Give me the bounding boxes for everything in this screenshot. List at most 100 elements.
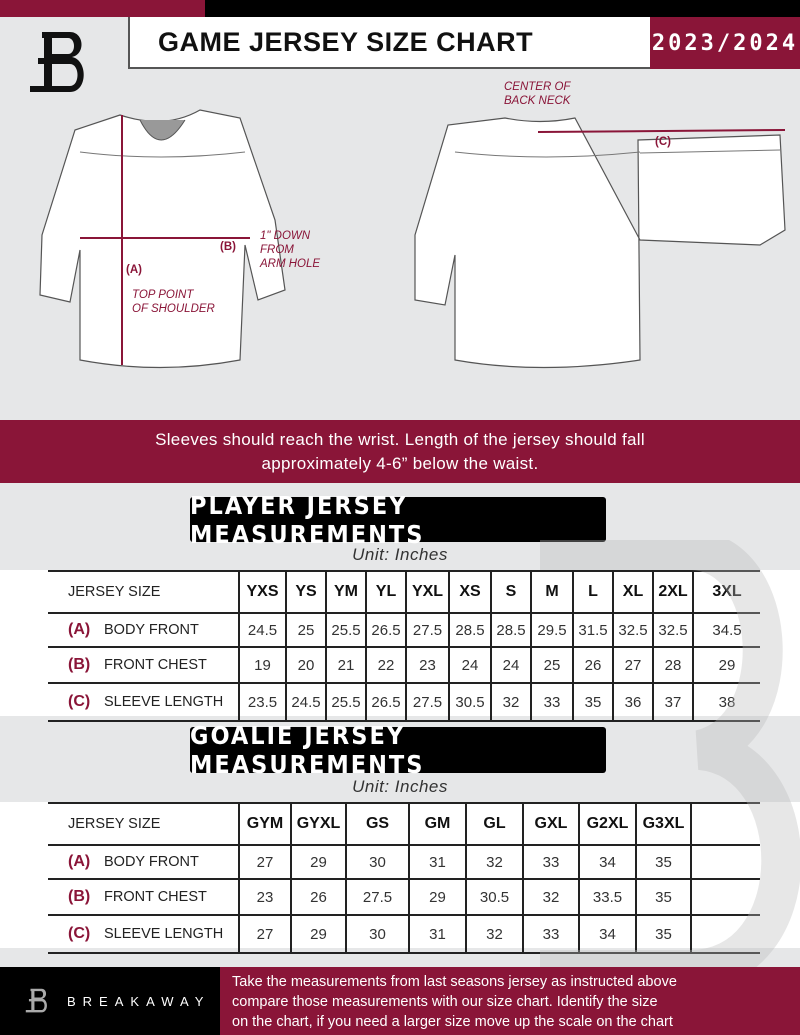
player-size-table: JERSEY SIZE YXS YS YM YL YXL XS S M L XL 2XL 3XL (A) B… bbox=[48, 570, 760, 722]
measurement-value: 27 bbox=[238, 846, 290, 878]
measurement-value: 29 bbox=[692, 648, 760, 682]
measurement-value: 29 bbox=[290, 846, 345, 878]
note-line: FROM bbox=[260, 244, 294, 256]
player-unit: Unit: Inches bbox=[352, 545, 448, 564]
banner-line: approximately 4-6” below the waist. bbox=[261, 454, 539, 473]
top-accent-bar bbox=[0, 0, 205, 17]
footer-instructions: Take the measurements from last seasons … bbox=[220, 967, 800, 1035]
measurement-value: 33.5 bbox=[578, 880, 635, 914]
size-header: M bbox=[530, 572, 572, 612]
measurement-value: 35 bbox=[572, 684, 612, 720]
goalie-band bbox=[0, 802, 800, 948]
table-row: (A) BODY FRONT 27 29 30 31 32 33 34 35 bbox=[48, 846, 760, 880]
jersey-diagram bbox=[39, 109, 786, 369]
fit-instructions-banner: Sleeves should reach the wrist. Length o… bbox=[0, 420, 800, 483]
player-band bbox=[0, 570, 800, 716]
header-row: JERSEY SIZE YXS YS YM YL YXL XS S M L XL 2XL 3XL bbox=[48, 572, 760, 614]
measurement-value: 26 bbox=[572, 648, 612, 682]
shoulder-note: TOP POINT OF SHOULDER bbox=[132, 288, 215, 316]
table-row: (C) SLEEVE LENGTH 23.5 24.5 25.5 26.5 27.5 30.5… bbox=[48, 684, 760, 720]
size-header: XS bbox=[448, 572, 490, 612]
measurement-value: 34 bbox=[578, 916, 635, 952]
measurement-value: 32.5 bbox=[652, 614, 692, 646]
measurement-value: 24.5 bbox=[285, 684, 325, 720]
size-label: JERSEY SIZE bbox=[68, 816, 161, 832]
size-header: GYXL bbox=[290, 804, 345, 844]
measurement-name: FRONT CHEST bbox=[104, 889, 207, 905]
measurement-letter: (C) bbox=[68, 693, 91, 710]
measurement-value: 23.5 bbox=[238, 684, 285, 720]
measurement-value: 27 bbox=[612, 648, 652, 682]
measurement-value: 36 bbox=[612, 684, 652, 720]
arm-hole-note: 1" DOWN FROM ARM HOLE bbox=[260, 229, 320, 271]
measurement-value: 35 bbox=[635, 846, 690, 878]
measurement-name: BODY FRONT bbox=[104, 854, 199, 870]
measurement-value: 27 bbox=[238, 916, 290, 952]
measurement-name: SLEEVE LENGTH bbox=[104, 926, 224, 942]
measurement-value: 25.5 bbox=[325, 684, 365, 720]
size-header bbox=[690, 804, 760, 844]
measurement-letter: (B) bbox=[68, 888, 91, 905]
header-row: JERSEY SIZE GYM GYXL GS GM GL GXL G2XL G3XL bbox=[48, 804, 760, 846]
measurement-value: 28.5 bbox=[490, 614, 530, 646]
size-header: YM bbox=[325, 572, 365, 612]
measurement-value: 32 bbox=[465, 846, 522, 878]
measurement-value: 26.5 bbox=[365, 684, 405, 720]
size-header: GS bbox=[345, 804, 408, 844]
measurement-value: 30.5 bbox=[448, 684, 490, 720]
size-header: YL bbox=[365, 572, 405, 612]
label-b: (B) bbox=[220, 241, 236, 253]
note-line: OF SHOULDER bbox=[132, 303, 215, 315]
measurement-label: (B) FRONT CHEST bbox=[48, 648, 238, 682]
size-header: YXS bbox=[238, 572, 285, 612]
measurement-value: 22 bbox=[365, 648, 405, 682]
measurement-value: 35 bbox=[635, 916, 690, 952]
measurement-value: 28.5 bbox=[448, 614, 490, 646]
measurement-label: (A) BODY FRONT bbox=[48, 614, 238, 646]
measurement-label: (C) SLEEVE LENGTH bbox=[48, 684, 238, 720]
measurement-value: 19 bbox=[238, 648, 285, 682]
measurement-value: 25 bbox=[530, 648, 572, 682]
note-line: BACK NECK bbox=[504, 95, 571, 107]
measurement-value: 33 bbox=[530, 684, 572, 720]
goalie-unit: Unit: Inches bbox=[352, 777, 448, 796]
measurement-value: 37 bbox=[652, 684, 692, 720]
note-line: CENTER OF bbox=[504, 81, 571, 93]
measurement-name: BODY FRONT bbox=[104, 622, 199, 638]
measurement-label: (B) FRONT CHEST bbox=[48, 880, 238, 914]
measurement-value: 32 bbox=[490, 684, 530, 720]
measurement-value: 25 bbox=[285, 614, 325, 646]
size-header: XL bbox=[612, 572, 652, 612]
measurement-value: 33 bbox=[522, 846, 578, 878]
measurement-value: 32 bbox=[522, 880, 578, 914]
size-header: GL bbox=[465, 804, 522, 844]
measurement-value: 27.5 bbox=[405, 614, 448, 646]
goalie-heading: GOALIE JERSEY MEASUREMENTS bbox=[190, 721, 606, 779]
top-black-bar bbox=[205, 0, 800, 17]
measurement-letter: (A) bbox=[68, 853, 91, 870]
measurement-value: 31 bbox=[408, 846, 465, 878]
measurement-value: 24.5 bbox=[238, 614, 285, 646]
size-header: S bbox=[490, 572, 530, 612]
measurement-value: 35 bbox=[635, 880, 690, 914]
measurement-value: 29 bbox=[408, 880, 465, 914]
goalie-size-table: JERSEY SIZE GYM GYXL GS GM GL GXL G2XL G3XL (A) BO… bbox=[48, 802, 760, 954]
measurement-value: 29 bbox=[290, 916, 345, 952]
label-c: (C) bbox=[655, 136, 671, 148]
page-title: GAME JERSEY SIZE CHART bbox=[128, 17, 650, 69]
measurement-value bbox=[690, 916, 760, 952]
size-header: 2XL bbox=[652, 572, 692, 612]
measurement-value: 30.5 bbox=[465, 880, 522, 914]
measurement-name: FRONT CHEST bbox=[104, 657, 207, 673]
measurement-label: (A) BODY FRONT bbox=[48, 846, 238, 878]
measurement-value: 33 bbox=[522, 916, 578, 952]
back-neck-note: CENTER OF BACK NECK bbox=[504, 80, 570, 108]
measurement-value: 26.5 bbox=[365, 614, 405, 646]
table-row: (B) FRONT CHEST 19 20 21 22 23 24 24 25 26 27 28 29 bbox=[48, 648, 760, 684]
note-line: 1" DOWN bbox=[260, 230, 311, 242]
table-row: (A) BODY FRONT 24.5 25 25.5 26.5 27.5 28.5 28.5 2… bbox=[48, 614, 760, 648]
measurement-value: 31 bbox=[408, 916, 465, 952]
table-row: (C) SLEEVE LENGTH 27 29 30 31 32 33 34 35 bbox=[48, 916, 760, 952]
footer-line: compare those measurements with our size… bbox=[232, 994, 658, 1010]
banner-line: Sleeves should reach the wrist. Length o… bbox=[155, 430, 645, 449]
